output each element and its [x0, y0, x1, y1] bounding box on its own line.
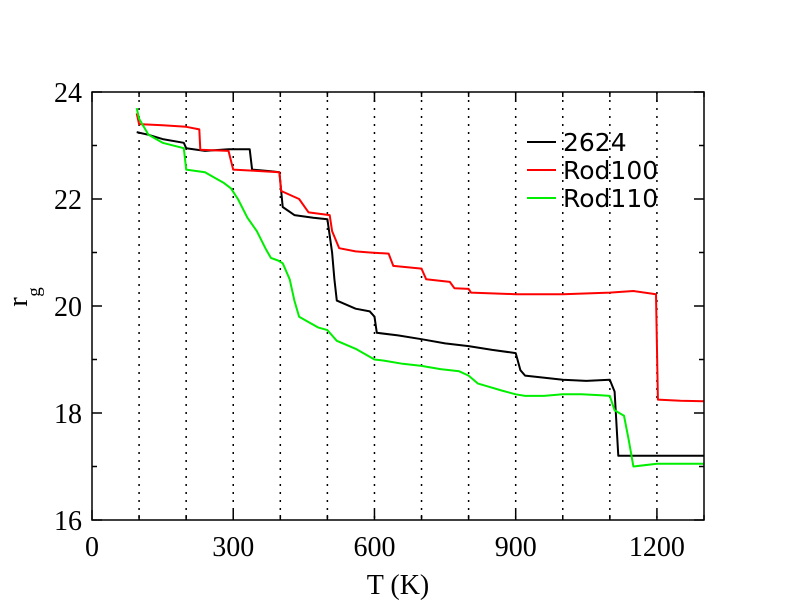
- legend-label-2624: 2624: [563, 128, 627, 157]
- x-axis-label: T (K): [367, 570, 429, 601]
- y-axis-label-subscript: g: [24, 287, 45, 297]
- y-tick-label: 16: [54, 506, 82, 537]
- y-tick-label: 18: [54, 399, 82, 430]
- series-line-rod110: [135, 107, 704, 468]
- x-tick-label: 0: [85, 532, 99, 563]
- series-line-2624: [136, 131, 704, 457]
- y-axis-label: r g: [3, 287, 45, 307]
- series-lines: [135, 107, 705, 468]
- x-tick-label: 600: [353, 532, 395, 563]
- x-tick-label: 300: [212, 532, 254, 563]
- tick-labels: 0 300 600 900 1200 16 18 20 22 24: [54, 78, 685, 563]
- x-tick-label: 1200: [629, 532, 685, 563]
- x-tick-label: 900: [495, 532, 537, 563]
- legend-label-rod100: Rod100: [563, 156, 658, 185]
- legend-label-rod110: Rod110: [563, 184, 658, 213]
- y-axis-label-main: r: [3, 297, 34, 307]
- y-tick-label: 24: [54, 78, 82, 109]
- y-tick-label: 20: [54, 292, 82, 323]
- axis-ticks: [91, 91, 705, 521]
- y-tick-label: 22: [54, 185, 82, 216]
- series-line-rod100: [135, 113, 705, 403]
